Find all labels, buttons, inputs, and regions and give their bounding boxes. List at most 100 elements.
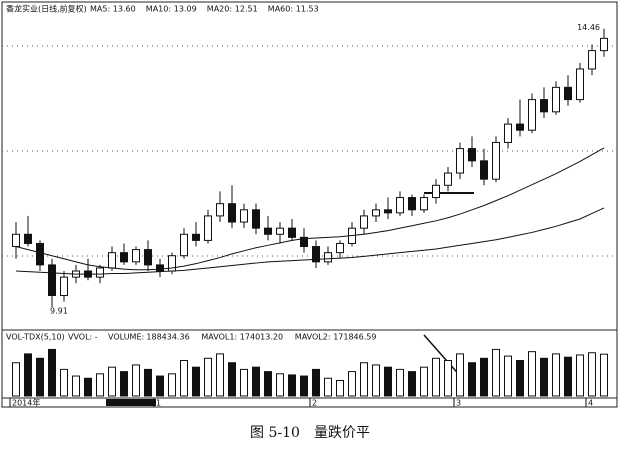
candle-body <box>588 50 596 70</box>
volume-bar <box>408 371 416 397</box>
volume-bar <box>540 357 548 397</box>
volume-bar <box>192 366 200 397</box>
volume-bar <box>444 360 452 397</box>
annotation-arrow <box>423 334 463 379</box>
volume-bar <box>60 368 68 397</box>
candle-body <box>168 255 176 272</box>
volume-bar <box>384 366 392 397</box>
candle-body <box>492 141 500 180</box>
candle-body <box>192 233 200 241</box>
selected-range <box>106 399 156 406</box>
candle-body <box>528 99 536 131</box>
volume-bar <box>132 364 140 397</box>
candle-body <box>228 203 236 223</box>
candle-body <box>300 236 308 248</box>
volume-bar <box>12 362 20 397</box>
volume-bar <box>552 353 560 397</box>
candle-body <box>204 215 212 241</box>
candle-body <box>216 203 224 217</box>
x-tick-label: 1 <box>156 399 161 408</box>
volume-bar <box>468 362 476 397</box>
indicator-name: MA5: <box>90 5 110 14</box>
candle-body <box>24 233 32 244</box>
volume-bar <box>312 368 320 397</box>
volume-bar <box>576 354 584 397</box>
candle-body <box>600 37 608 52</box>
candle-body <box>12 233 20 248</box>
volume-indicator-name: VOLUME: <box>108 333 144 342</box>
volume-bar <box>360 362 368 397</box>
candle-body <box>564 86 572 101</box>
volume-title: VOL-TDX(5,10) <box>6 333 65 342</box>
volume-indicator-value: 171846.59 <box>333 333 376 342</box>
x-tick-label: 4 <box>588 399 593 408</box>
indicator-value: 13.09 <box>174 5 197 14</box>
candle-body <box>48 264 56 297</box>
candle-body <box>120 252 128 263</box>
volume-note: VVOL: - <box>68 333 98 342</box>
volume-bar <box>108 366 116 397</box>
volume-bar <box>396 368 404 397</box>
volume-bar <box>336 379 344 397</box>
candle-body <box>144 249 152 266</box>
candle-body <box>516 123 524 131</box>
candle-body <box>324 252 332 263</box>
volume-bar <box>324 377 332 397</box>
volume-bar <box>216 353 224 397</box>
volume-bar <box>516 360 524 397</box>
candle-body <box>60 276 68 297</box>
volume-bar <box>480 357 488 397</box>
candle-body <box>420 197 428 211</box>
candle-body <box>480 160 488 180</box>
x-tick-label: 2 <box>312 399 317 408</box>
volume-bar <box>120 371 128 397</box>
chart-title: 香龙实业(日线,前复权) <box>6 4 87 14</box>
candle-body <box>504 123 512 143</box>
candle-body <box>468 148 476 162</box>
volume-bar <box>504 355 512 397</box>
volume-bar <box>168 373 176 397</box>
volume-bar <box>24 353 32 397</box>
candle-body <box>384 209 392 214</box>
candle-body <box>180 233 188 257</box>
candle-body <box>372 209 380 217</box>
indicator-value: 12.51 <box>235 5 258 14</box>
candle-body <box>408 197 416 211</box>
indicator-value: 13.60 <box>113 5 136 14</box>
volume-bar <box>180 360 188 397</box>
candle-body <box>540 99 548 113</box>
volume-indicator-value: 188434.36 <box>146 333 189 342</box>
volume-bar <box>588 352 596 397</box>
volume-bar <box>264 371 272 397</box>
volume-bar <box>240 368 248 397</box>
candle-body <box>444 172 452 186</box>
volume-bar <box>492 348 500 397</box>
volume-bar <box>564 356 572 397</box>
candle-body <box>360 215 368 229</box>
candle-body <box>396 197 404 214</box>
volume-bar <box>600 353 608 397</box>
candle-body <box>108 252 116 269</box>
candle-body <box>288 227 296 238</box>
candle-body <box>240 209 248 223</box>
x-tick-label: 3 <box>456 399 461 408</box>
volume-bar <box>156 375 164 397</box>
candle-body <box>312 246 320 263</box>
candle-body <box>336 242 344 254</box>
candle-body <box>132 249 140 263</box>
volume-bar <box>420 366 428 397</box>
volume-bar <box>348 371 356 397</box>
volume-bar <box>144 368 152 397</box>
candle-body <box>432 184 440 199</box>
low-label: 9.91 <box>50 307 68 316</box>
candle-body <box>276 227 284 235</box>
volume-indicator-name: MAVOL1: <box>201 333 237 342</box>
volume-bar <box>372 364 380 397</box>
volume-indicator-name: MAVOL2: <box>295 333 331 342</box>
indicator-name: MA20: <box>207 5 232 14</box>
volume-bar <box>228 362 236 397</box>
volume-bar <box>528 351 536 397</box>
ma-line <box>15 147 605 271</box>
